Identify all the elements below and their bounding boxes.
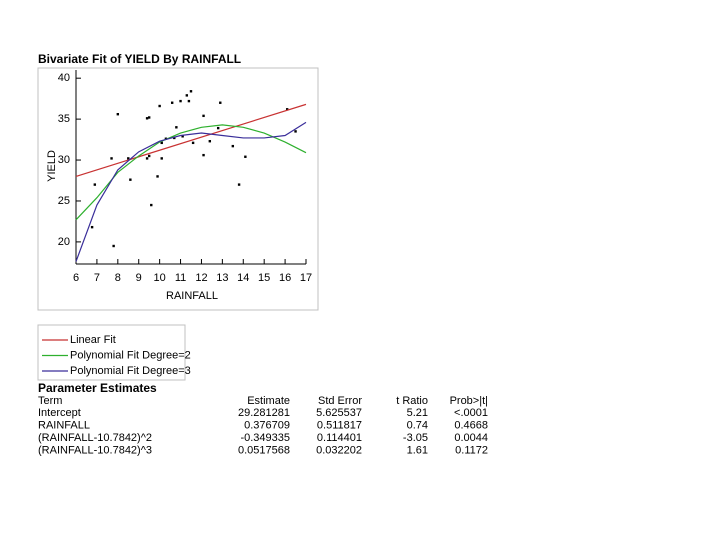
fit-line: [75, 103, 307, 177]
data-point: [219, 101, 222, 104]
data-point: [170, 101, 174, 104]
data-point: [294, 130, 297, 133]
data-point: [216, 126, 220, 130]
data-point: [145, 157, 149, 160]
data-point: [187, 99, 191, 103]
data-point: [285, 108, 289, 111]
table: Term Estimate Std Error t Ratio Prob>|t| Inte…: [38, 395, 488, 457]
data-point: [191, 141, 195, 145]
table-cell: (RAINFALL-10.7842)^3: [38, 444, 152, 456]
x-tick-label: 9: [136, 272, 142, 284]
x-tick-label: 11: [175, 272, 186, 284]
table-cell: 0.376709: [244, 419, 290, 431]
table-cell: 29.281281: [238, 407, 290, 419]
legend: Linear Fit Polynomial Fit Degree=2 Polynom…: [42, 334, 191, 377]
data-point: [202, 114, 205, 118]
data-point: [237, 183, 241, 186]
y-tick-label: 25: [58, 195, 70, 207]
data-point: [156, 175, 159, 178]
data-point: [179, 99, 182, 103]
data-point: [202, 153, 205, 157]
table-cell: Intercept: [38, 407, 81, 419]
table-cell: 0.0044: [454, 432, 488, 444]
table-header: t Ratio: [396, 395, 428, 407]
data-point: [160, 141, 163, 145]
table-cell: (RAINFALL-10.7842)^2: [38, 432, 152, 444]
x-tick-label: 10: [154, 272, 166, 284]
table-cell: 1.61: [407, 444, 428, 456]
table-cell: RAINFALL: [38, 419, 90, 431]
table-cell: -0.349335: [240, 432, 290, 444]
legend-label: Linear Fit: [70, 334, 116, 346]
data-point: [147, 116, 151, 119]
table-cell: 0.114401: [317, 432, 362, 444]
data-point: [244, 155, 247, 158]
data-point: [189, 90, 193, 93]
data-point: [93, 183, 97, 186]
data-point: [129, 178, 132, 181]
fit-line: [75, 121, 307, 262]
table-cell: 0.511817: [317, 419, 362, 431]
data-point: [175, 126, 178, 129]
table-cell: 0.0517568: [238, 444, 290, 456]
data-point: [173, 136, 176, 140]
plot-marks: 20 25 30 35 40 6 7 8 9 10 11 12 13 14 15 16 17: [58, 72, 312, 284]
table-cell: -3.05: [403, 432, 428, 444]
table-title: Parameter Estimates: [38, 381, 157, 395]
legend-frame: [37, 324, 186, 381]
data-point: [158, 104, 161, 108]
plot-frame: [37, 67, 319, 311]
data-point: [127, 157, 130, 160]
table-cell: 0.74: [407, 419, 428, 431]
legend-label: Polynomial Fit Degree=2: [70, 349, 191, 361]
table-header: Std Error: [318, 395, 362, 407]
data-point: [90, 225, 94, 229]
table-cell: 5.625537: [316, 407, 362, 419]
data-point: [208, 140, 212, 143]
chart-title: Bivariate Fit of YIELD By RAINFALL: [38, 52, 241, 66]
x-tick-label: 6: [73, 272, 79, 284]
data-point: [150, 203, 153, 207]
table-cell: 0.4668: [454, 419, 488, 431]
data-point: [147, 154, 151, 158]
x-tick-label: 14: [237, 272, 249, 284]
x-tick-label: 17: [300, 272, 312, 284]
y-tick-label: 20: [58, 236, 70, 248]
data-point: [116, 113, 120, 116]
data-point: [145, 117, 149, 120]
x-tick-label: 16: [279, 272, 291, 284]
x-axis-label: RAINFALL: [166, 290, 218, 302]
x-tick-label: 8: [115, 272, 121, 284]
data-point: [112, 244, 115, 248]
x-tick-label: 15: [258, 272, 270, 284]
table-header: Prob>|t|: [450, 395, 488, 407]
data-point: [110, 157, 113, 160]
table-header: Estimate: [247, 395, 290, 407]
table-cell: 0.032202: [316, 444, 362, 456]
data-point: [231, 144, 235, 148]
table-cell: <.0001: [454, 407, 488, 419]
y-tick-label: 40: [58, 72, 70, 84]
legend-label: Polynomial Fit Degree=3: [70, 365, 191, 377]
data-point: [181, 135, 184, 138]
plot-area: [76, 70, 306, 264]
data-point: [160, 157, 163, 160]
y-tick-label: 30: [58, 154, 70, 166]
x-tick-label: 12: [195, 272, 207, 284]
y-tick-label: 35: [58, 113, 70, 125]
x-tick-label: 13: [216, 272, 228, 284]
data-point: [185, 94, 189, 97]
y-axis-label: YIELD: [46, 150, 58, 182]
table-header: Term: [38, 395, 62, 407]
table-cell: 5.21: [407, 407, 428, 419]
table-cell: 0.1172: [455, 444, 488, 456]
x-tick-label: 7: [94, 272, 100, 284]
